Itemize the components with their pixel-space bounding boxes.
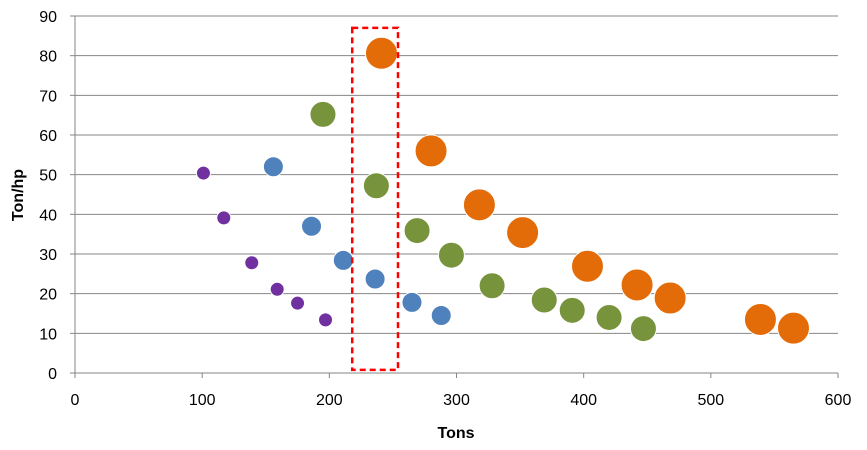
bubble-blue: [401, 291, 423, 313]
y-tick-label: 80: [39, 49, 57, 66]
bubble-purple: [244, 255, 260, 271]
x-tick-label: 500: [697, 392, 724, 409]
highlight-box: [350, 26, 400, 372]
bubble-orange: [653, 281, 687, 315]
y-tick-label: 10: [39, 326, 57, 343]
y-tick-label: 40: [39, 207, 57, 224]
bubble-green: [558, 296, 586, 324]
x-tick-label: 300: [443, 392, 470, 409]
bubble-purple: [318, 312, 334, 328]
bubble-orange: [364, 36, 398, 70]
bubble-green: [437, 241, 465, 269]
bubble-blue: [430, 304, 452, 326]
y-tick-label: 50: [39, 168, 57, 185]
x-tick-label: 200: [316, 392, 343, 409]
highlight-rectangle: [350, 26, 400, 372]
bubble-blue: [364, 268, 386, 290]
bubble-orange: [570, 249, 604, 283]
bubble-orange: [462, 188, 496, 222]
bubble-purple: [290, 295, 306, 311]
bubble-green: [309, 100, 337, 128]
bubble-orange: [743, 302, 777, 336]
bubble-orange: [776, 311, 810, 345]
y-tick-label: 20: [39, 287, 57, 304]
bubble-purple: [195, 165, 211, 181]
x-tick-label: 100: [189, 392, 216, 409]
bubble-green: [478, 272, 506, 300]
gridlines: [75, 15, 838, 334]
y-tick-label: 60: [39, 128, 57, 145]
bubble-blue: [332, 249, 354, 271]
y-tick-labels: 0 10 20 30 40 50 60 70 80 90: [39, 9, 57, 383]
bubble-purple: [216, 210, 232, 226]
y-axis-label: Ton/hp: [10, 169, 27, 221]
bubble-blue: [301, 215, 323, 237]
y-tick-label: 90: [39, 9, 57, 26]
axes: [70, 15, 839, 378]
bubble-orange: [506, 216, 540, 250]
bubble-green: [595, 303, 623, 331]
x-tick-label: 400: [570, 392, 597, 409]
bubble-purple: [269, 281, 285, 297]
y-tick-label: 30: [39, 247, 57, 264]
y-tick-label: 70: [39, 88, 57, 105]
bubble-green: [530, 286, 558, 314]
bubble-green: [403, 217, 431, 245]
y-tick-label: 0: [48, 366, 57, 383]
bubble-orange: [620, 268, 654, 302]
bubble-blue: [262, 156, 284, 178]
bubble-orange: [414, 134, 448, 168]
x-axis-label: Tons: [437, 425, 474, 442]
bubble-green: [629, 315, 657, 343]
x-tick-labels: 0 100 200 300 400 500 600: [71, 392, 852, 409]
bubble-green: [362, 172, 390, 200]
x-tick-label: 600: [825, 392, 852, 409]
bubbles: [195, 36, 810, 345]
x-tick-label: 0: [71, 392, 80, 409]
